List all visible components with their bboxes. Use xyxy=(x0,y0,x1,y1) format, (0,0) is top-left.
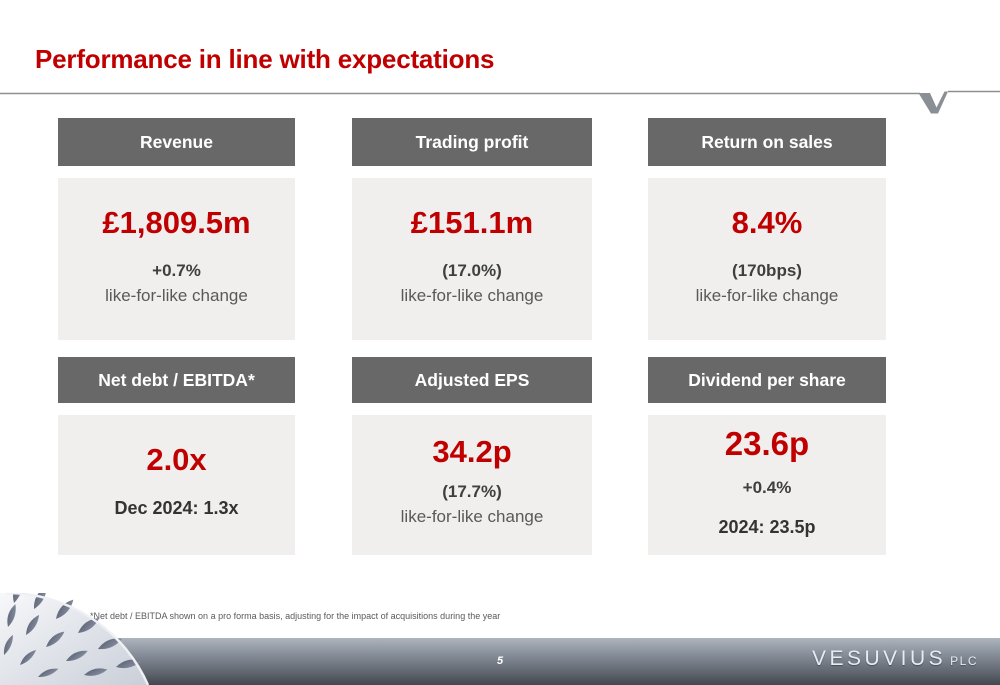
globe-segments xyxy=(3,593,142,678)
adjusted-eps-value: 34.2p xyxy=(432,434,512,469)
return-on-sales-change: (170bps) xyxy=(732,261,802,280)
globe-sphere xyxy=(0,593,148,685)
return-on-sales-value: 8.4% xyxy=(731,205,803,240)
trading-profit-change: (17.0%) xyxy=(442,261,502,280)
globe-graphic xyxy=(0,593,150,685)
net-debt-value: 2.0x xyxy=(146,442,207,477)
page-number: 5 xyxy=(496,655,504,667)
divider-rule xyxy=(0,90,1000,114)
card-body-net-debt: 2.0x Dec 2024: 1.3x xyxy=(58,415,295,555)
vesuvius-logo: VESUVIUS PLC xyxy=(812,647,978,671)
vesuvius-tick-icon xyxy=(918,91,948,114)
return-on-sales-change-label: like-for-like change xyxy=(695,286,839,305)
metric-column-2: Trading profit £151.1m (17.0%) like-for-… xyxy=(352,118,592,555)
card-body-trading-profit: £151.1m (17.0%) like-for-like change xyxy=(352,178,592,340)
card-header-net-debt: Net debt / EBITDA* xyxy=(58,357,295,403)
dividend-note: 2024: 23.5p xyxy=(718,517,816,537)
metric-column-1: Revenue £1,809.5m +0.7% like-for-like ch… xyxy=(58,118,295,555)
card-body-dividend: 23.6p +0.4% 2024: 23.5p xyxy=(648,415,886,555)
vesuvius-logo-suffix: PLC xyxy=(950,654,978,668)
card-header-return-on-sales: Return on sales xyxy=(648,118,886,166)
card-header-adjusted-eps: Adjusted EPS xyxy=(352,357,592,403)
metric-column-3: Return on sales 8.4% (170bps) like-for-l… xyxy=(648,118,886,555)
trading-profit-value: £151.1m xyxy=(410,205,534,240)
adjusted-eps-change-label: like-for-like change xyxy=(400,507,544,526)
revenue-value: £1,809.5m xyxy=(102,205,251,240)
revenue-change-label: like-for-like change xyxy=(105,286,248,305)
vesuvius-logo-text: VESUVIUS xyxy=(811,647,947,670)
card-header-dividend: Dividend per share xyxy=(648,357,886,403)
revenue-change: +0.7% xyxy=(152,261,201,280)
card-body-adjusted-eps: 34.2p (17.7%) like-for-like change xyxy=(352,415,592,555)
footnote: *Net debt / EBITDA shown on a pro forma … xyxy=(90,611,501,621)
page-title: Performance in line with expectations xyxy=(35,44,495,74)
globe-rim xyxy=(6,593,150,685)
trading-profit-change-label: like-for-like change xyxy=(400,286,544,305)
dividend-value: 23.6p xyxy=(724,425,810,462)
card-body-return-on-sales: 8.4% (170bps) like-for-like change xyxy=(648,178,886,340)
footer-bar: 5 VESUVIUS PLC xyxy=(0,638,1000,685)
dividend-change: +0.4% xyxy=(742,478,792,497)
adjusted-eps-change: (17.7%) xyxy=(442,482,502,501)
card-header-trading-profit: Trading profit xyxy=(352,118,592,166)
card-header-revenue: Revenue xyxy=(58,118,295,166)
card-body-revenue: £1,809.5m +0.7% like-for-like change xyxy=(58,178,295,340)
net-debt-note: Dec 2024: 1.3x xyxy=(114,498,239,518)
